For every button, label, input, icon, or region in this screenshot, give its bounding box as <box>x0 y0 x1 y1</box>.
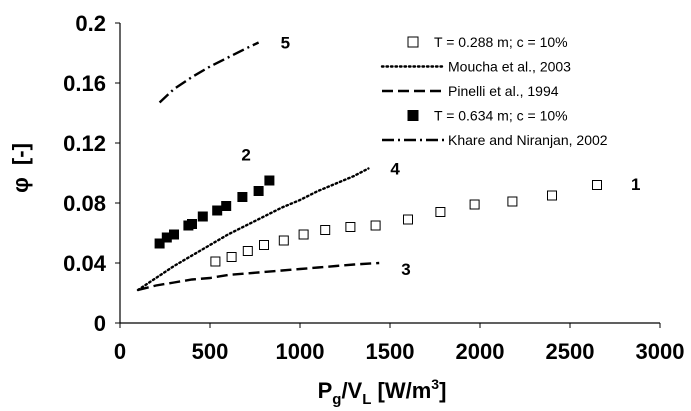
series-line <box>158 41 260 104</box>
data-point <box>237 192 248 202</box>
x-axis-label-main: P <box>318 378 333 403</box>
data-point <box>278 235 289 246</box>
curve-label-1: 1 <box>631 175 640 194</box>
data-point <box>210 256 221 267</box>
y-axis-symbol: φ <box>8 177 33 193</box>
data-point <box>187 219 197 229</box>
x-axis-label-sub: g <box>332 391 341 408</box>
data-point <box>547 190 557 201</box>
y-tick-label: 0.16 <box>63 71 106 96</box>
legend: T = 0.288 m; c = 10% Moucha et al., 2003 P… <box>380 34 608 148</box>
y-tick-label: 0.12 <box>63 131 106 156</box>
x-tick-label: 2500 <box>546 339 595 364</box>
legend-entry: T = 0.288 m; c = 10% <box>407 34 568 50</box>
series-line <box>137 261 380 292</box>
x-axis-label-sub2: L <box>362 391 371 408</box>
curve-label-2: 2 <box>241 146 250 165</box>
series-t-0-634-m-c-10 <box>154 175 275 249</box>
x-axis-label-mid: /V <box>341 378 362 403</box>
legend-label: Pinelli et al., 1994 <box>448 83 559 99</box>
x-tick-label: 1500 <box>366 339 415 364</box>
tick-labels: 0 500 1000 1500 2000 2500 3000 0 0.04 0.08 0.12 0.1… <box>63 11 684 364</box>
data-point <box>212 205 223 216</box>
series-t-0-288-m-c-10 <box>210 180 602 267</box>
data-point <box>298 229 309 240</box>
legend-label: T = 0.288 m; c = 10% <box>434 34 568 50</box>
series-line <box>136 167 370 292</box>
x-tick-label: 2000 <box>456 339 505 364</box>
y-axis-label: φ [-] <box>8 143 33 193</box>
data-point <box>435 207 446 217</box>
x-tick-label: 3000 <box>636 339 685 364</box>
legend-entry: Pinelli et al., 1994 <box>382 83 559 99</box>
x-tick-label: 0 <box>114 339 126 364</box>
data-point <box>259 240 269 250</box>
data-point <box>221 201 232 211</box>
legend-label: Moucha et al., 2003 <box>448 59 571 75</box>
data-point <box>507 196 518 207</box>
curve-label-5: 5 <box>281 34 290 53</box>
legend-marker <box>407 36 419 48</box>
data-point <box>197 211 208 222</box>
data-point <box>592 180 602 190</box>
curve-labels: 1 4 3 2 5 <box>241 34 640 280</box>
data-point <box>226 252 237 262</box>
series-pinelli-et-al-1994 <box>137 261 380 292</box>
axes <box>115 22 661 328</box>
curve-label-3: 3 <box>401 260 410 279</box>
series-moucha-et-al-2003 <box>136 167 370 292</box>
y-tick-label: 0 <box>94 311 106 336</box>
data-point <box>242 246 253 256</box>
x-tick-label: 500 <box>192 339 229 364</box>
legend-entry: Khare and Niranjan, 2002 <box>382 132 608 148</box>
data-point <box>264 175 275 186</box>
plot-area <box>136 41 602 292</box>
legend-label: T = 0.634 m; c = 10% <box>434 108 568 124</box>
series-khare-and-niranjan-2002 <box>158 41 260 104</box>
curve-label-4: 4 <box>390 160 400 179</box>
legend-marker <box>407 110 419 121</box>
x-tick-label: 1000 <box>276 339 325 364</box>
x-axis-label-sup: 3 <box>431 376 439 392</box>
x-axis-label-close: ] <box>439 378 446 403</box>
y-axis-unit: [-] <box>8 143 33 165</box>
data-point <box>154 238 165 249</box>
legend-entry: T = 0.634 m; c = 10% <box>407 108 568 124</box>
x-axis-label-unit: [W/m <box>371 378 431 403</box>
data-point <box>253 186 264 196</box>
data-point <box>403 214 413 225</box>
data-point <box>345 222 356 232</box>
x-axis-label: Pg/VL [W/m3] <box>318 376 447 408</box>
data-point <box>469 199 480 210</box>
data-point <box>169 229 179 240</box>
legend-label: Khare and Niranjan, 2002 <box>448 132 608 148</box>
legend-entry: Moucha et al., 2003 <box>380 59 571 75</box>
data-point <box>320 225 331 235</box>
y-tick-label: 0.04 <box>63 251 107 276</box>
y-tick-label: 0.2 <box>75 11 106 36</box>
y-tick-label: 0.08 <box>63 191 106 216</box>
data-point <box>370 220 381 231</box>
